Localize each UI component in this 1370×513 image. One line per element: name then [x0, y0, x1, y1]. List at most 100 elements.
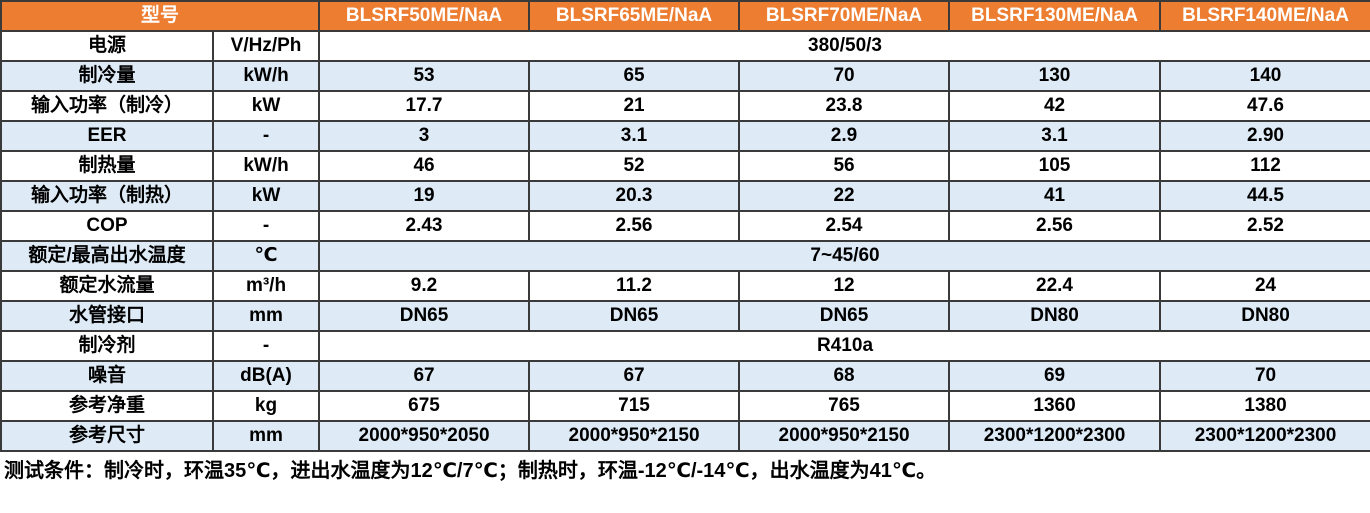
merged-value-cell: 380/50/3 [318, 30, 1370, 62]
value-cell-model-4: 2300*1200*2300 [948, 420, 1162, 452]
value-cell-model-5: 112 [1159, 150, 1370, 182]
merged-value-cell: 7~45/60 [318, 240, 1370, 272]
value-cell-model-5: 140 [1159, 60, 1370, 92]
value-cell-model-1: 9.2 [318, 270, 531, 302]
value-cell-model-2: 2000*950*2150 [528, 420, 741, 452]
value-cell-model-2: 52 [528, 150, 741, 182]
unit-cell: kg [211, 390, 321, 422]
merged-value-cell: R410a [318, 330, 1370, 362]
value-cell-model-3: 765 [738, 390, 951, 422]
value-cell-model-2: 21 [528, 90, 741, 122]
spec-row-5: 制热量 kW/h 46 52 56 105 112 [0, 150, 1370, 182]
unit-cell: kW/h [211, 150, 321, 182]
unit-cell: - [211, 120, 321, 152]
param-name-cell: 参考尺寸 [0, 420, 214, 452]
value-cell-model-2: 2.56 [528, 210, 741, 242]
unit-cell: - [211, 210, 321, 242]
value-cell-model-4: 22.4 [948, 270, 1162, 302]
param-name-cell: 制热量 [0, 150, 214, 182]
spec-table: 型号 BLSRF50ME/NaA BLSRF65ME/NaA BLSRF70ME/N… [0, 0, 1370, 452]
value-cell-model-3: 22 [738, 180, 951, 212]
model-header-cell-1: BLSRF50ME/NaA [318, 0, 531, 32]
unit-cell: m³/h [211, 270, 321, 302]
param-name-cell: 制冷量 [0, 60, 214, 92]
value-cell-model-1: 19 [318, 180, 531, 212]
unit-cell: V/Hz/Ph [211, 30, 321, 62]
value-cell-model-4: 3.1 [948, 120, 1162, 152]
spec-row-9: 额定水流量 m³/h 9.2 11.2 12 22.4 24 [0, 270, 1370, 302]
param-name-cell: 额定/最高出水温度 [0, 240, 214, 272]
value-cell-model-1: 3 [318, 120, 531, 152]
value-cell-model-1: DN65 [318, 300, 531, 332]
unit-cell: kW [211, 90, 321, 122]
model-header-cell-2: BLSRF65ME/NaA [528, 0, 741, 32]
unit-cell: kW/h [211, 60, 321, 92]
param-name-cell: 电源 [0, 30, 214, 62]
unit-cell: mm [211, 420, 321, 452]
param-name-cell: 输入功率（制热） [0, 180, 214, 212]
value-cell-model-5: 47.6 [1159, 90, 1370, 122]
param-name-cell: 水管接口 [0, 300, 214, 332]
model-header-cell-3: BLSRF70ME/NaA [738, 0, 951, 32]
spec-row-2: 制冷量 kW/h 53 65 70 130 140 [0, 60, 1370, 92]
test-conditions-note: 测试条件：制冷时，环温35℃，进出水温度为12℃/7℃；制热时，环温-12℃/-… [0, 452, 1370, 485]
unit-cell: ℃ [211, 240, 321, 272]
value-cell-model-1: 17.7 [318, 90, 531, 122]
value-cell-model-5: 44.5 [1159, 180, 1370, 212]
value-cell-model-4: DN80 [948, 300, 1162, 332]
value-cell-model-2: 11.2 [528, 270, 741, 302]
value-cell-model-3: 70 [738, 60, 951, 92]
spec-row-11: 制冷剂 - R410a [0, 330, 1370, 362]
spec-row-3: 输入功率（制冷） kW 17.7 21 23.8 42 47.6 [0, 90, 1370, 122]
param-name-cell: EER [0, 120, 214, 152]
value-cell-model-1: 67 [318, 360, 531, 392]
value-cell-model-5: DN80 [1159, 300, 1370, 332]
value-cell-model-1: 53 [318, 60, 531, 92]
value-cell-model-4: 41 [948, 180, 1162, 212]
unit-cell: - [211, 330, 321, 362]
value-cell-model-5: 24 [1159, 270, 1370, 302]
unit-cell: mm [211, 300, 321, 332]
value-cell-model-3: 2.9 [738, 120, 951, 152]
param-name-cell: 参考净重 [0, 390, 214, 422]
value-cell-model-1: 46 [318, 150, 531, 182]
value-cell-model-3: 2000*950*2150 [738, 420, 951, 452]
value-cell-model-5: 2.90 [1159, 120, 1370, 152]
value-cell-model-3: DN65 [738, 300, 951, 332]
param-name-cell: COP [0, 210, 214, 242]
header-row: 型号 BLSRF50ME/NaA BLSRF65ME/NaA BLSRF70ME/N… [0, 0, 1370, 32]
value-cell-model-5: 2300*1200*2300 [1159, 420, 1370, 452]
value-cell-model-2: 715 [528, 390, 741, 422]
spec-row-6: 输入功率（制热） kW 19 20.3 22 41 44.5 [0, 180, 1370, 212]
spec-row-8: 额定/最高出水温度 ℃ 7~45/60 [0, 240, 1370, 272]
value-cell-model-2: 3.1 [528, 120, 741, 152]
param-name-cell: 制冷剂 [0, 330, 214, 362]
model-column-header: 型号 [0, 0, 321, 32]
value-cell-model-4: 42 [948, 90, 1162, 122]
value-cell-model-3: 2.54 [738, 210, 951, 242]
unit-cell: kW [211, 180, 321, 212]
value-cell-model-2: 65 [528, 60, 741, 92]
spec-row-13: 参考净重 kg 675 715 765 1360 1380 [0, 390, 1370, 422]
value-cell-model-2: 20.3 [528, 180, 741, 212]
value-cell-model-1: 2.43 [318, 210, 531, 242]
value-cell-model-4: 69 [948, 360, 1162, 392]
value-cell-model-2: DN65 [528, 300, 741, 332]
value-cell-model-3: 12 [738, 270, 951, 302]
value-cell-model-3: 56 [738, 150, 951, 182]
value-cell-model-5: 2.52 [1159, 210, 1370, 242]
value-cell-model-4: 105 [948, 150, 1162, 182]
unit-cell: dB(A) [211, 360, 321, 392]
spec-row-4: EER -3 3.1 2.9 3.1 2.90 [0, 120, 1370, 152]
model-header-cell-4: BLSRF130ME/NaA [948, 0, 1162, 32]
model-header-cell-5: BLSRF140ME/NaA [1159, 0, 1370, 32]
spec-row-1: 电源 V/Hz/Ph 380/50/3 [0, 30, 1370, 62]
param-name-cell: 额定水流量 [0, 270, 214, 302]
value-cell-model-4: 1360 [948, 390, 1162, 422]
value-cell-model-5: 1380 [1159, 390, 1370, 422]
value-cell-model-4: 130 [948, 60, 1162, 92]
value-cell-model-2: 67 [528, 360, 741, 392]
spec-row-14: 参考尺寸 mm 2000*950*2050 2000*950*2150 2000*950… [0, 420, 1370, 452]
value-cell-model-3: 23.8 [738, 90, 951, 122]
